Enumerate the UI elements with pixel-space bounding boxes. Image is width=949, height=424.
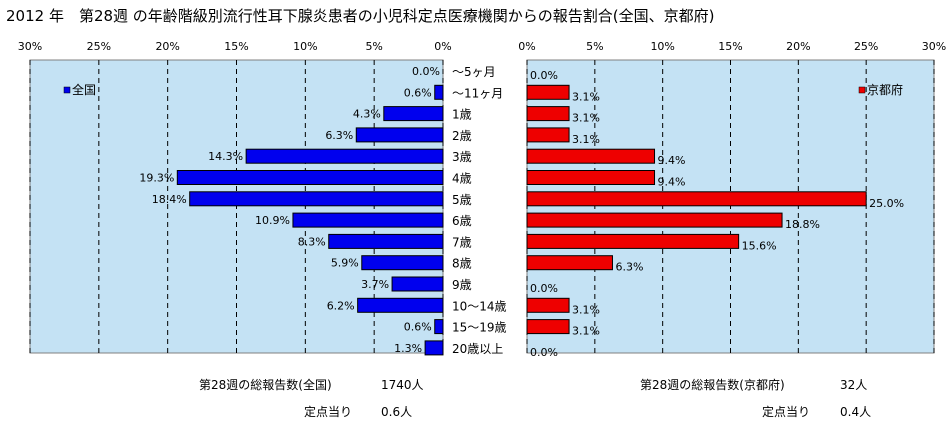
category-label: 15～19歳 [452,321,507,335]
category-label: 5歳 [452,193,472,207]
nation-data-label: 3.7% [361,278,389,291]
category-label: ～11ヶ月 [452,86,503,100]
kyoto-data-label: 3.1% [572,112,600,125]
nation-tick-label: 25% [87,40,111,53]
nation-bar [434,84,444,100]
nation-data-label: 8.3% [298,235,326,248]
nation-data-label: 1.3% [394,342,422,355]
nation-bar [361,255,444,271]
nation-per-value: 0.6人 [381,405,413,419]
nation-legend-label: 全国 [72,82,96,97]
nation-bar [355,127,444,143]
nation-total-label: 第28週の総報告数(全国) [199,378,332,392]
nation-bar [357,297,444,313]
kyoto-bar [526,191,867,207]
kyoto-bar [526,84,570,100]
nation-bar [391,276,444,292]
nation-data-label: 6.2% [327,299,355,312]
nation-data-label: 19.3% [139,172,174,185]
nation-tick-label: 20% [155,40,179,53]
kyoto-data-label: 15.6% [742,239,777,252]
kyoto-bar [526,255,613,271]
nation-bar [424,340,444,356]
kyoto-bar [526,233,740,249]
nation-data-label: 14.3% [208,150,243,163]
kyoto-tick-label: 20% [786,40,810,53]
nation-legend-swatch [63,86,71,94]
kyoto-total-label: 第28週の総報告数(京都府) [640,378,785,392]
nation-tick-label: 15% [224,40,248,53]
kyoto-data-label: 3.1% [572,133,600,146]
kyoto-data-label: 0.0% [530,346,558,359]
nation-tick-label: 5% [365,40,382,53]
kyoto-bar [526,170,656,185]
category-label: 10～14歳 [452,299,507,313]
nation-data-label: 0.6% [404,321,432,334]
nation-data-label: 6.3% [325,129,353,142]
nation-total-value: 1740人 [381,378,424,392]
kyoto-tick-label: 10% [650,40,674,53]
chart-title: 2012 年 第28週 の年齢階級別流行性耳下腺炎患者の小児科定点医療機関からの… [6,7,715,25]
category-label: 4歳 [452,172,472,186]
nation-data-label: 5.9% [331,257,359,270]
kyoto-data-label: 0.0% [530,282,558,295]
nation-bar [328,233,444,249]
category-label: 9歳 [452,278,472,292]
kyoto-bar [526,127,570,143]
kyoto-bar [526,212,783,228]
nation-bar [434,319,444,335]
kyoto-data-label: 9.4% [658,154,686,167]
kyoto-data-label: 3.1% [572,90,600,103]
kyoto-data-label: 25.0% [869,197,904,210]
nation-bar [292,212,444,228]
nation-bar [189,191,444,207]
category-label: 3歳 [452,150,472,164]
kyoto-tick-label: 15% [718,40,742,53]
nation-tick-label: 30% [18,40,42,53]
kyoto-data-label: 18.8% [785,218,820,231]
kyoto-data-label: 0.0% [530,69,558,82]
kyoto-data-label: 9.4% [658,176,686,189]
kyoto-tick-label: 30% [922,40,946,53]
kyoto-bar [526,297,570,313]
category-label: 20歳以上 [452,342,503,356]
kyoto-per-value: 0.4人 [840,405,872,419]
kyoto-bar [526,106,570,122]
nation-data-label: 4.3% [353,108,381,121]
kyoto-total-value: 32人 [840,378,868,392]
nation-bar [176,170,444,185]
category-label: 7歳 [452,235,472,249]
kyoto-data-label: 6.3% [615,261,643,274]
category-label: ～5ヶ月 [452,65,496,79]
kyoto-tick-label: 0% [518,40,535,53]
nation-data-label: 10.9% [255,214,290,227]
kyoto-bar [526,319,570,335]
nation-data-label: 18.4% [152,193,187,206]
kyoto-data-label: 3.1% [572,303,600,316]
nation-data-label: 0.0% [412,65,440,78]
kyoto-per-label: 定点当り [762,405,811,419]
kyoto-tick-label: 25% [854,40,878,53]
category-label: 8歳 [452,257,472,271]
category-label: 1歳 [452,108,472,122]
kyoto-bar [526,148,656,164]
kyoto-data-label: 3.1% [572,325,600,338]
category-label: 2歳 [452,129,472,143]
nation-bar [245,148,444,164]
kyoto-legend-label: 京都府 [867,82,903,97]
nation-data-label: 0.6% [404,86,432,99]
nation-tick-label: 10% [293,40,317,53]
nation-per-label: 定点当り [304,405,353,419]
nation-tick-label: 0% [434,40,451,53]
kyoto-tick-label: 5% [586,40,603,53]
kyoto-legend-swatch [858,86,866,94]
category-label: 6歳 [452,214,472,228]
nation-bar [383,106,444,122]
